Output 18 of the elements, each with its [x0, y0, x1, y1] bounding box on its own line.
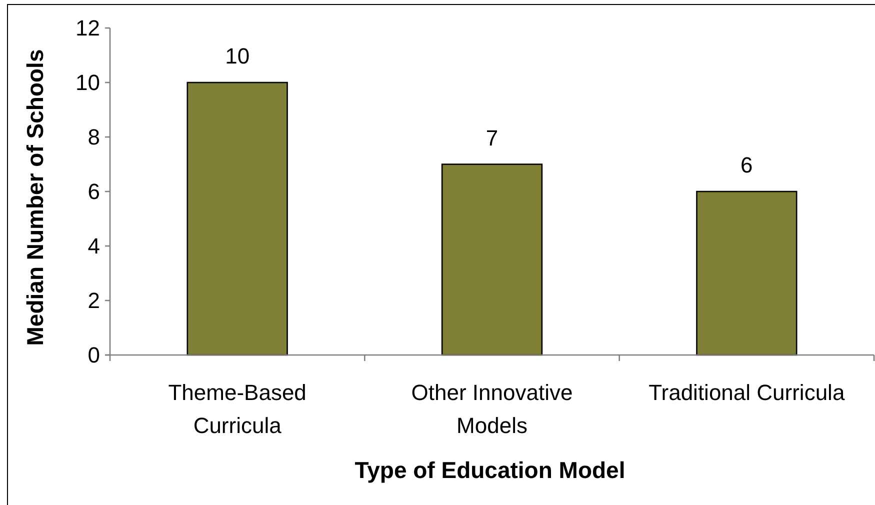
- x-tick-label: Theme-Based Curricula: [168, 380, 306, 438]
- y-axis-title: Median Number of Schools: [22, 49, 48, 346]
- y-tick-label: 2: [88, 288, 100, 314]
- bar: [696, 190, 798, 356]
- bar: [186, 82, 288, 356]
- data-label: 7: [486, 125, 498, 150]
- x-axis-title: Type of Education Model: [354, 457, 626, 483]
- y-tick-label: 0: [88, 342, 100, 368]
- bar: [441, 164, 543, 356]
- y-tick-label: 6: [88, 179, 100, 204]
- data-label: 6: [740, 152, 753, 178]
- y-tick-label: 4: [88, 234, 100, 259]
- data-label: 10: [225, 44, 250, 68]
- y-tick-label: 10: [76, 70, 100, 96]
- y-tick-label: 12: [76, 16, 100, 41]
- x-tick-label: Other Innovative Models: [411, 380, 573, 438]
- x-tick-label: Traditional Curricula: [648, 380, 846, 405]
- y-tick-label: 8: [88, 124, 100, 150]
